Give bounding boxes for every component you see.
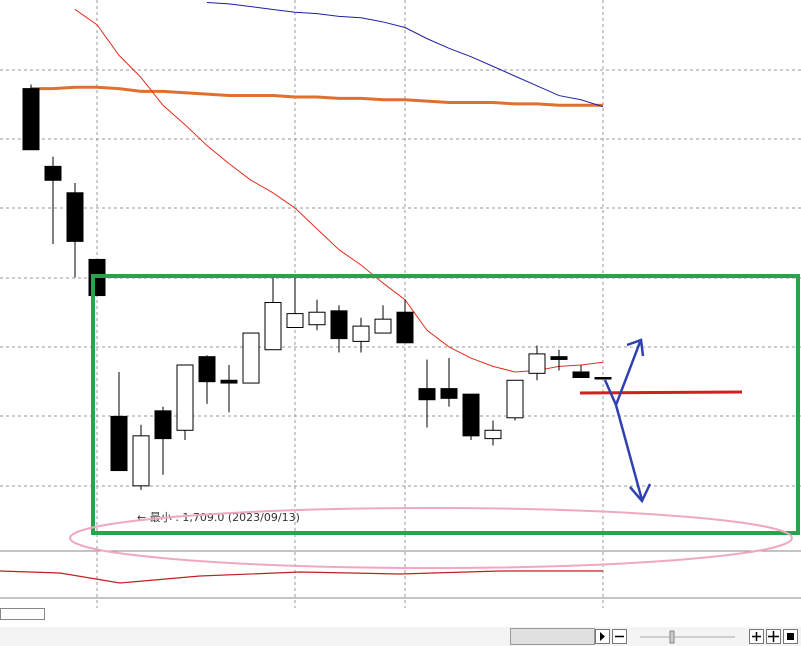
candle-body	[308, 311, 326, 326]
candle-body	[220, 379, 238, 384]
candle-body	[572, 371, 590, 379]
ma-line	[74, 9, 604, 373]
candle-body	[66, 192, 84, 242]
candle-body	[176, 364, 194, 431]
scrollbar[interactable]	[510, 628, 595, 645]
arrow-head	[626, 338, 645, 357]
candle-body	[242, 332, 260, 384]
candle-body	[330, 310, 348, 340]
annotation: ← 最小 : 1,709.0 (2023/09/13)	[137, 511, 300, 524]
slider-knob[interactable]	[669, 630, 675, 644]
level-line	[579, 390, 743, 395]
candle-body	[418, 388, 436, 401]
candle-body	[374, 318, 392, 334]
highlight-box	[91, 274, 800, 535]
candle-body	[484, 429, 502, 440]
icon	[600, 632, 605, 641]
candle-body	[506, 379, 524, 419]
candle-body	[352, 325, 370, 342]
candle-body	[396, 311, 414, 344]
candle-body	[528, 353, 546, 374]
ma-line	[31, 85, 603, 107]
candle-body	[110, 415, 128, 472]
candle-body	[462, 393, 480, 437]
candle-body	[22, 88, 40, 151]
candle-body	[44, 165, 62, 181]
candle-body	[440, 388, 458, 399]
icon	[768, 631, 779, 642]
ma-line	[206, 2, 604, 108]
indicator-line	[0, 570, 603, 584]
icon	[787, 633, 794, 640]
arrow-down	[614, 404, 644, 501]
candle-body	[154, 410, 172, 440]
candle-body	[132, 435, 150, 487]
icon	[752, 632, 761, 641]
input-box[interactable]	[0, 608, 45, 620]
candle-body	[594, 377, 612, 380]
arrow-head	[629, 483, 652, 504]
candle-body	[550, 356, 568, 360]
arrow-up	[603, 341, 642, 409]
candle-body	[286, 313, 304, 329]
candle-body	[198, 356, 216, 383]
highlight-ellipse	[69, 507, 793, 569]
plot	[22, 2, 612, 490]
candle-body	[264, 302, 282, 351]
arrows	[603, 338, 652, 504]
